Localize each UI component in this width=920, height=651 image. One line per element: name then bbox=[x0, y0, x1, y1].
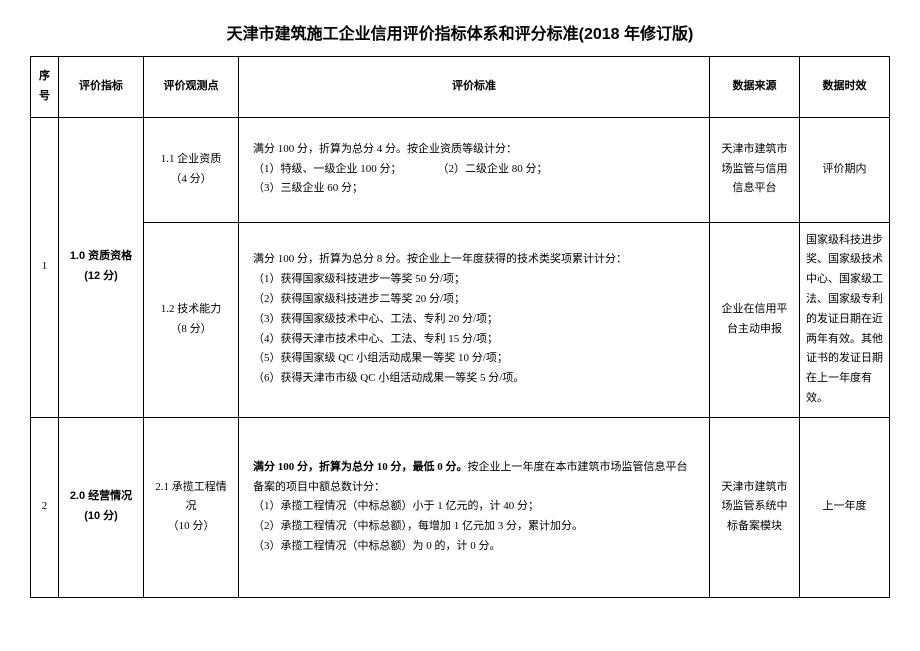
indicator-score: (12 分) bbox=[84, 270, 118, 282]
table-header-row: 序号 评价指标 评价观测点 评价标准 数据来源 数据时效 bbox=[31, 57, 890, 118]
indicator-name: 2.0 经营情况 bbox=[70, 490, 132, 502]
validity-cell: 上一年度 bbox=[800, 417, 890, 597]
criteria-cell: 满分 100 分，折算为总分 8 分。按企业上一年度获得的技术类奖项累计计分： … bbox=[239, 222, 710, 417]
document-title: 天津市建筑施工企业信用评价指标体系和评分标准(2018 年修订版) bbox=[30, 20, 890, 44]
header-seq: 序号 bbox=[31, 57, 59, 118]
criteria-line: （2）获得国家级科技进步二等奖 20 分/项； bbox=[253, 290, 695, 310]
criteria-line: （3）三级企业 60 分； bbox=[253, 179, 695, 199]
observe-score: （8 分） bbox=[170, 323, 211, 335]
observe-cell: 1.1 企业资质 （4 分） bbox=[144, 117, 239, 222]
header-criteria: 评价标准 bbox=[239, 57, 710, 118]
seq-cell: 2 bbox=[31, 417, 59, 597]
source-cell: 天津市建筑市场监管与信用信息平台 bbox=[710, 117, 800, 222]
source-cell: 企业在信用平台主动申报 bbox=[710, 222, 800, 417]
indicator-cell: 2.0 经营情况 (10 分) bbox=[59, 417, 144, 597]
criteria-line: 满分 100 分，折算为总分 10 分，最低 0 分。按企业上一年度在本市建筑市… bbox=[253, 458, 695, 498]
criteria-line: 满分 100 分，折算为总分 4 分。按企业资质等级计分： bbox=[253, 140, 695, 160]
criteria-line: （6）获得天津市市级 QC 小组活动成果一等奖 5 分/项。 bbox=[253, 369, 695, 389]
criteria-line: （5）获得国家级 QC 小组活动成果一等奖 10 分/项； bbox=[253, 349, 695, 369]
criteria-line: （2）承揽工程情况（中标总额），每增加 1 亿元加 3 分，累计加分。 bbox=[253, 517, 695, 537]
observe-cell: 1.2 技术能力 （8 分） bbox=[144, 222, 239, 417]
source-cell: 天津市建筑市场监管系统中标备案模块 bbox=[710, 417, 800, 597]
observe-score: （10 分） bbox=[168, 520, 215, 532]
criteria-line: （4）获得天津市技术中心、工法、专利 15 分/项； bbox=[253, 330, 695, 350]
table-row: 2 2.0 经营情况 (10 分) 2.1 承揽工程情况 （10 分） 满分 1… bbox=[31, 417, 890, 597]
table-row: 1.2 技术能力 （8 分） 满分 100 分，折算为总分 8 分。按企业上一年… bbox=[31, 222, 890, 417]
criteria-cell: 满分 100 分，折算为总分 10 分，最低 0 分。按企业上一年度在本市建筑市… bbox=[239, 417, 710, 597]
criteria-text: （2）二级企业 80 分； bbox=[438, 163, 548, 175]
observe-name: 1.1 企业资质 bbox=[161, 153, 222, 165]
validity-cell: 国家级科技进步奖、国家级技术中心、国家级工法、国家级专利的发证日期在近两年有效。… bbox=[800, 222, 890, 417]
evaluation-table: 序号 评价指标 评价观测点 评价标准 数据来源 数据时效 1 1.0 资质资格 … bbox=[30, 56, 890, 598]
indicator-cell: 1.0 资质资格 (12 分) bbox=[59, 117, 144, 417]
observe-name: 2.1 承揽工程情况 bbox=[155, 481, 227, 513]
criteria-line: （1）特级、一级企业 100 分； （2）二级企业 80 分； bbox=[253, 160, 695, 180]
indicator-name: 1.0 资质资格 bbox=[70, 250, 132, 262]
table-row: 1 1.0 资质资格 (12 分) 1.1 企业资质 （4 分） 满分 100 … bbox=[31, 117, 890, 222]
criteria-line: （1）承揽工程情况（中标总额）小于 1 亿元的，计 40 分； bbox=[253, 497, 695, 517]
header-observe: 评价观测点 bbox=[144, 57, 239, 118]
header-source: 数据来源 bbox=[710, 57, 800, 118]
criteria-cell: 满分 100 分，折算为总分 4 分。按企业资质等级计分： （1）特级、一级企业… bbox=[239, 117, 710, 222]
indicator-score: (10 分) bbox=[84, 510, 118, 522]
criteria-line: 满分 100 分，折算为总分 8 分。按企业上一年度获得的技术类奖项累计计分： bbox=[253, 250, 695, 270]
criteria-text: （1）特级、一级企业 100 分； bbox=[253, 163, 402, 175]
criteria-line: （1）获得国家级科技进步一等奖 50 分/项； bbox=[253, 270, 695, 290]
header-indicator: 评价指标 bbox=[59, 57, 144, 118]
validity-cell: 评价期内 bbox=[800, 117, 890, 222]
header-validity: 数据时效 bbox=[800, 57, 890, 118]
observe-score: （4 分） bbox=[170, 173, 211, 185]
seq-cell: 1 bbox=[31, 117, 59, 417]
criteria-line: （3）获得国家级技术中心、工法、专利 20 分/项； bbox=[253, 310, 695, 330]
observe-name: 1.2 技术能力 bbox=[161, 303, 222, 315]
criteria-bold: 满分 100 分，折算为总分 10 分，最低 0 分。 bbox=[253, 461, 468, 473]
observe-cell: 2.1 承揽工程情况 （10 分） bbox=[144, 417, 239, 597]
criteria-line: （3）承揽工程情况（中标总额）为 0 的，计 0 分。 bbox=[253, 537, 695, 557]
